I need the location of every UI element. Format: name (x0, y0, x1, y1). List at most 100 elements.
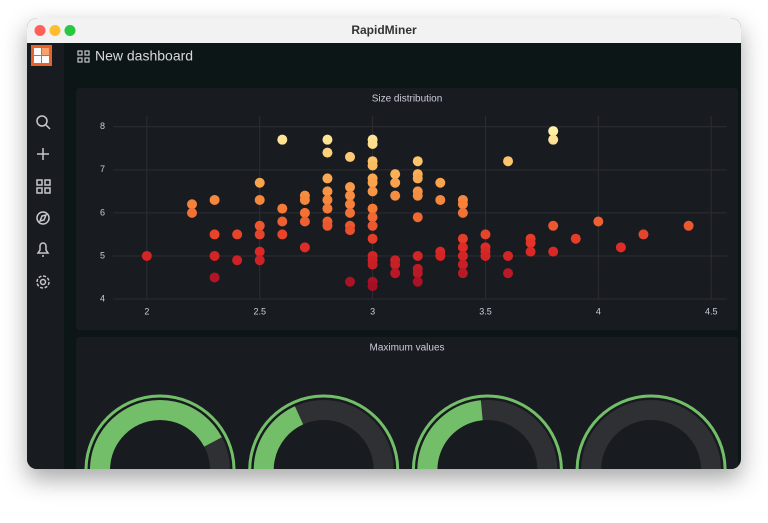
scatter-point (345, 207, 356, 218)
scatter-point (322, 147, 333, 158)
scatter-point (254, 229, 265, 240)
dashboards-icon[interactable] (36, 179, 51, 194)
x-tick-label: 4.5 (705, 306, 718, 316)
dashboard-title[interactable]: New dashboard (95, 48, 193, 64)
window-title: RapidMiner (351, 23, 417, 37)
scatter-point (299, 194, 310, 205)
panel (76, 337, 738, 469)
gauge-track (581, 400, 722, 469)
scatter-point (480, 250, 491, 261)
gauge-threshold-ring (84, 394, 236, 469)
scatter-point (548, 220, 559, 231)
scatter-point (412, 190, 423, 201)
scatter-point (277, 203, 288, 214)
scatter-point (390, 268, 401, 279)
zoom-button[interactable] (64, 25, 76, 36)
scatter-point (322, 203, 333, 214)
scatter-point (457, 268, 468, 279)
scatter-point (412, 250, 423, 261)
scatter-point (141, 250, 152, 261)
scatter-point (254, 220, 265, 231)
scatter-point (503, 156, 514, 167)
scatter-point (254, 255, 265, 266)
scatter-point (457, 250, 468, 261)
scatter-point (683, 220, 694, 231)
scatter-point (367, 186, 378, 197)
scatter-point (232, 229, 243, 240)
scatter-point (435, 250, 446, 261)
scatter-point (322, 186, 333, 197)
scatter-point (593, 216, 604, 227)
x-tick-label: 4 (596, 306, 601, 316)
scatter-point (322, 134, 333, 145)
scatter-point (345, 225, 356, 236)
scatter-point (367, 160, 378, 171)
scatter-point (615, 242, 626, 253)
scatter-point (367, 259, 378, 270)
scatter-point (548, 134, 559, 145)
scatter-point (209, 272, 220, 283)
scatter-point (390, 259, 401, 270)
scatter-point (299, 207, 310, 218)
scatter-point (457, 242, 468, 253)
scatter-point (367, 138, 378, 149)
scatter-point (345, 151, 356, 162)
scatter-point (435, 177, 446, 188)
settings-icon[interactable] (36, 275, 50, 289)
minimize-button[interactable] (49, 25, 61, 36)
scatter-point (548, 126, 559, 137)
scatter-point (367, 177, 378, 188)
close-button[interactable] (34, 25, 46, 36)
scatter-point (322, 173, 333, 184)
scatter-point (548, 246, 559, 257)
scatter-point (345, 199, 356, 210)
scatter-point (209, 250, 220, 261)
scatter-point (367, 220, 378, 231)
logo[interactable] (31, 45, 52, 66)
panel (76, 88, 738, 330)
panel-title[interactable]: Size distribution (372, 94, 443, 105)
panel-title[interactable]: Maximum values (369, 343, 444, 354)
alerts-icon[interactable] (36, 242, 50, 257)
search-icon[interactable] (36, 115, 51, 130)
gauge-value (90, 400, 222, 469)
explore-icon[interactable] (36, 211, 50, 225)
gauge-threshold-ring (411, 394, 563, 469)
scatter-point (277, 216, 288, 227)
gauges (84, 394, 727, 469)
y-tick-label: 4 (100, 293, 105, 303)
scatter-point (412, 173, 423, 184)
title-bar (27, 18, 741, 43)
scatter-point (254, 177, 265, 188)
x-tick-label: 2 (144, 306, 149, 316)
scatter-point (412, 268, 423, 279)
x-tick-label: 3.5 (479, 306, 492, 316)
scatter-point (390, 177, 401, 188)
scatter-point (457, 233, 468, 244)
scatter-point (390, 190, 401, 201)
scatter-point (209, 194, 220, 205)
y-tick-label: 7 (100, 164, 105, 174)
scatter-point (299, 216, 310, 227)
scatter-point (187, 207, 198, 218)
y-tick-label: 8 (100, 121, 105, 131)
y-tick-label: 6 (100, 207, 105, 217)
scatter-point (345, 182, 356, 193)
scatter-point (254, 194, 265, 205)
scatter-point (367, 203, 378, 214)
scatter-point (322, 220, 333, 231)
sidebar-icons (36, 115, 51, 289)
scatter-point (187, 199, 198, 210)
scatter-point (435, 194, 446, 205)
scatter-point (412, 212, 423, 223)
gauge-threshold-ring (248, 394, 400, 469)
scatter-point (412, 156, 423, 167)
scatter-point (503, 250, 514, 261)
scatter-point (367, 233, 378, 244)
add-icon[interactable] (37, 148, 49, 160)
gauge-value (253, 406, 304, 469)
scatter-point (412, 276, 423, 287)
gauge-track (253, 400, 394, 469)
